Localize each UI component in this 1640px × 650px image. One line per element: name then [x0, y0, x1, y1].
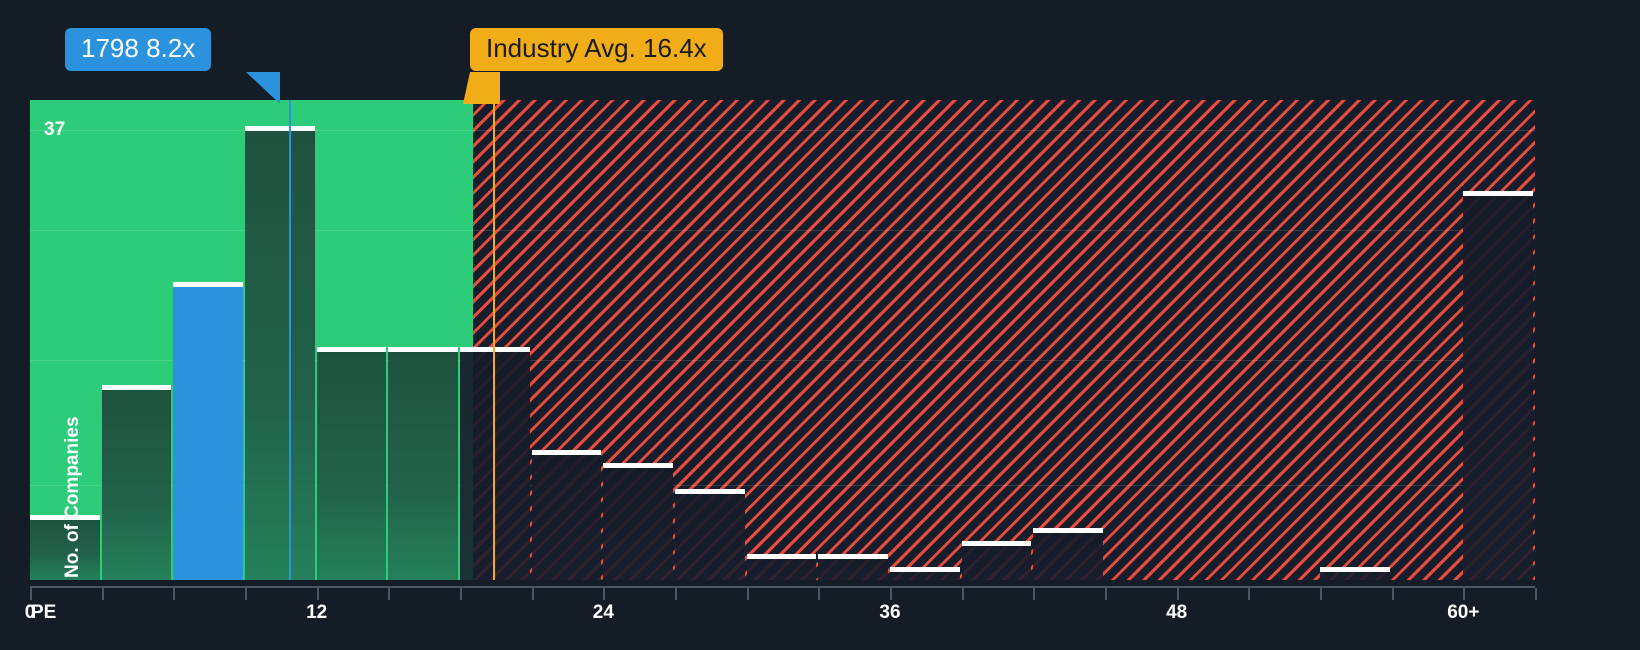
bar-fill	[316, 346, 387, 580]
x-axis-tick	[1535, 588, 1537, 600]
industry-callout-label: Industry Avg. 16.4x	[486, 33, 707, 63]
x-axis-label: 12	[306, 602, 328, 623]
x-axis-tick	[101, 588, 104, 600]
bar-fill	[101, 385, 172, 580]
company-callout[interactable]: 1798 8.2x	[65, 28, 212, 72]
bar-fill	[1463, 190, 1533, 580]
bar-fill	[388, 346, 458, 580]
x-axis-tick	[1391, 588, 1394, 600]
x-axis-label: 60+	[1447, 602, 1480, 623]
x-axis-tick	[603, 588, 606, 600]
bar-42-45[interactable]	[1033, 528, 1103, 580]
gridline	[30, 230, 1535, 231]
bar-54-57[interactable]	[1320, 567, 1390, 580]
bar-cap	[1320, 567, 1390, 573]
company-callout-tail	[246, 72, 280, 104]
x-axis-tick	[460, 588, 462, 600]
bar-fill	[1033, 528, 1103, 580]
bar-cap	[173, 281, 243, 287]
x-axis-tick	[1320, 588, 1322, 600]
bar-21-24[interactable]	[531, 450, 602, 580]
company-marker-line	[289, 100, 291, 580]
bar-cap	[531, 450, 602, 456]
bar-30-33[interactable]	[746, 554, 817, 580]
bar-cap	[818, 554, 888, 560]
x-axis-tick	[675, 588, 677, 600]
bar-cap	[1033, 528, 1103, 534]
bar-cap	[961, 541, 1032, 547]
x-axis-tick	[961, 588, 964, 600]
company-callout-label: 1798 8.2x	[81, 33, 196, 63]
bar-36-39[interactable]	[890, 567, 960, 580]
bar-cap	[316, 346, 387, 352]
bar-cap	[101, 385, 172, 391]
bar-15-18[interactable]	[388, 346, 458, 580]
bar-cap	[388, 346, 458, 352]
bar-12-15[interactable]	[316, 346, 387, 580]
gridline	[30, 485, 1535, 486]
bar-fill	[675, 489, 745, 580]
bar-cap	[890, 567, 960, 573]
x-axis-tick	[746, 588, 749, 600]
bar-fill	[173, 281, 243, 580]
x-axis-tick	[316, 588, 319, 600]
bar-fill	[245, 125, 315, 580]
bar-fill	[961, 541, 1032, 580]
bar-cap	[603, 463, 673, 469]
industry-callout-tail	[463, 72, 500, 104]
x-axis-label: 36	[879, 602, 901, 623]
x-axis-prefix-label: PE	[31, 602, 57, 623]
x-axis-tick	[1033, 588, 1036, 600]
x-axis-label: 24	[592, 602, 614, 623]
x-axis-tick	[1248, 588, 1251, 600]
bar-9-12[interactable]	[245, 125, 315, 580]
bar-cap	[746, 554, 817, 560]
x-axis-label: 0	[24, 602, 36, 623]
bar-27-30[interactable]	[675, 489, 745, 580]
industry-callout[interactable]: Industry Avg. 16.4x	[470, 28, 723, 72]
x-axis-line	[30, 586, 1535, 588]
industry-average-line	[493, 100, 495, 580]
x-axis-tick	[173, 588, 176, 600]
bar-0-3[interactable]	[30, 515, 100, 580]
bar-cap	[30, 515, 100, 521]
x-axis-label: 48	[1166, 602, 1188, 623]
x-axis-tick	[890, 588, 892, 600]
x-axis-tick	[818, 588, 821, 600]
bar-39-42[interactable]	[961, 541, 1032, 580]
plot-area	[30, 100, 1535, 580]
bar-6-9[interactable]	[173, 281, 243, 580]
bar-33-36[interactable]	[818, 554, 888, 580]
bar-60+[interactable]	[1463, 190, 1533, 580]
bar-24-27[interactable]	[603, 463, 673, 580]
x-axis-tick	[388, 588, 391, 600]
bar-fill	[603, 463, 673, 580]
gridline	[30, 130, 1535, 131]
x-axis-tick	[531, 588, 534, 600]
bar-cap	[675, 489, 745, 495]
y-axis-title: No. of Companies	[62, 416, 83, 578]
bar-3-6[interactable]	[101, 385, 172, 580]
x-axis-tick	[1463, 588, 1466, 600]
y-max-label: 37	[44, 119, 66, 140]
bar-fill	[30, 515, 100, 580]
x-axis-tick	[1176, 588, 1179, 600]
gridline	[30, 360, 1535, 361]
x-axis-tick	[245, 588, 247, 600]
bar-cap	[1463, 190, 1533, 196]
overvalued-zone	[473, 100, 1535, 580]
bar-cap	[245, 125, 315, 131]
bar-fill	[531, 450, 602, 580]
x-axis-tick	[30, 588, 32, 600]
x-axis-tick	[1105, 588, 1107, 600]
